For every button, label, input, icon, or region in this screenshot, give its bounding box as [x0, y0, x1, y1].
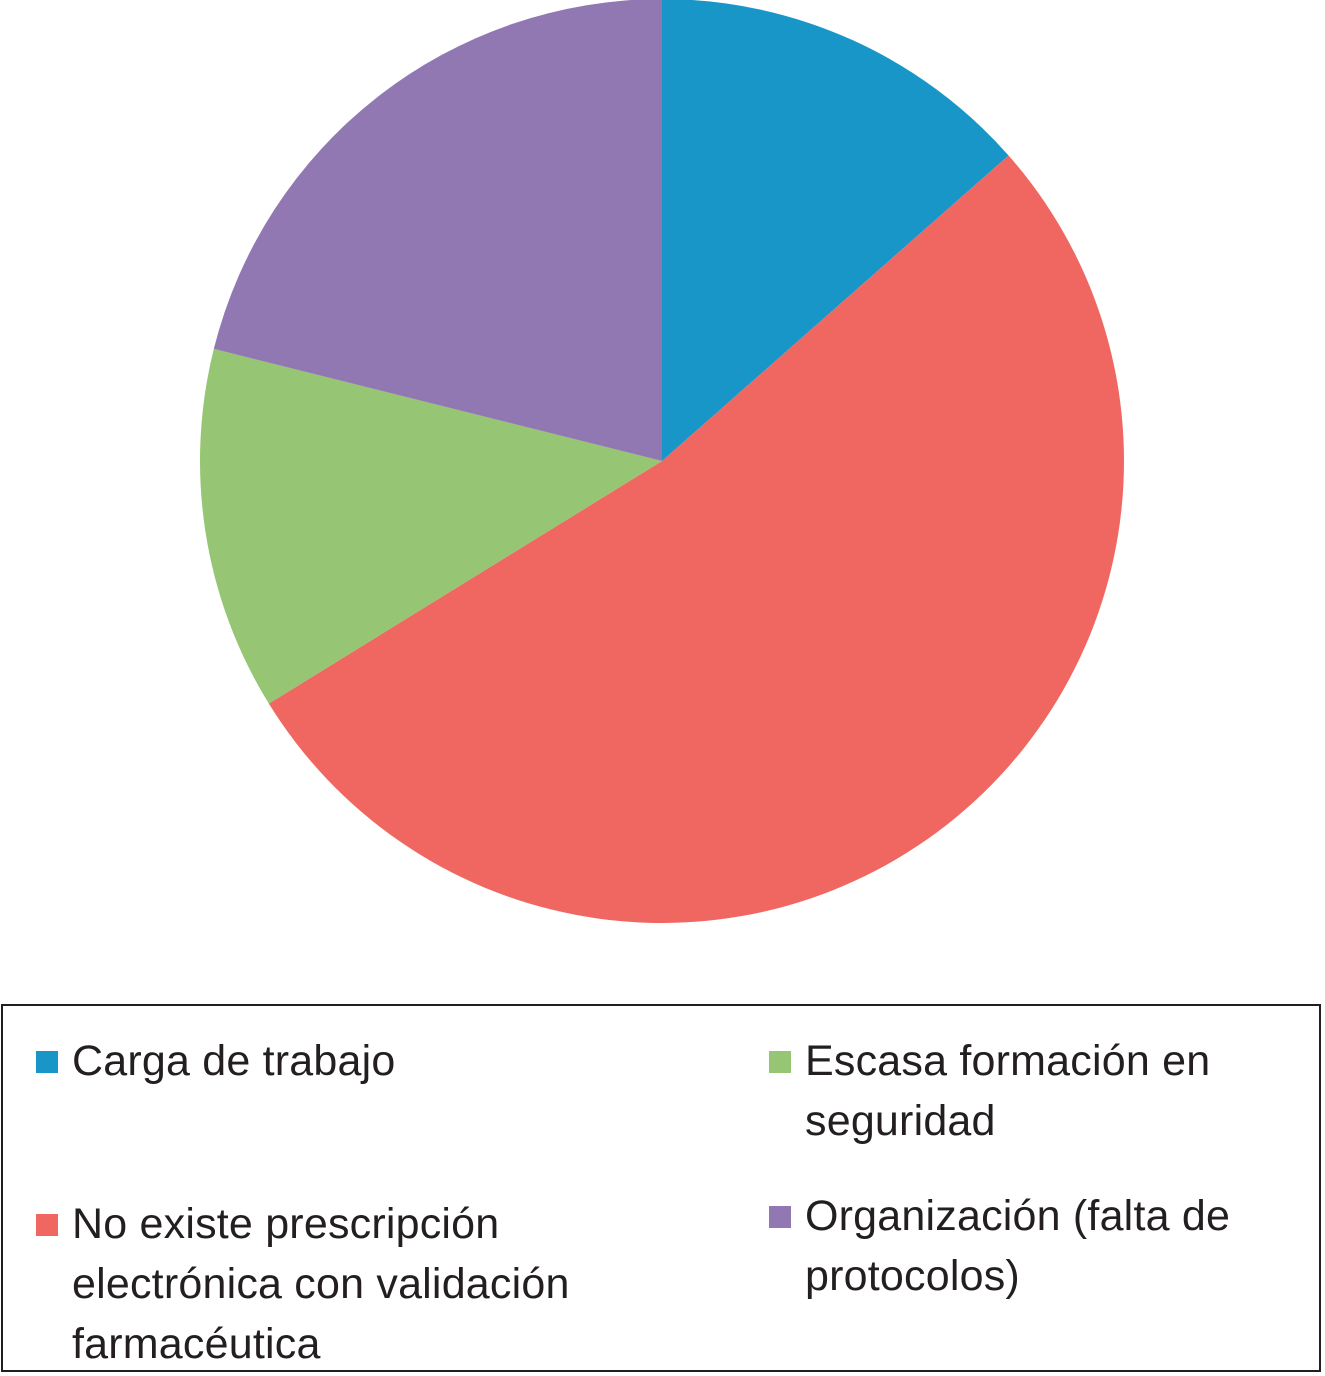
legend-item-carga-de-trabajo: Carga de trabajo: [36, 1031, 676, 1091]
pie-chart: [200, 0, 1124, 923]
legend-label-carga-de-trabajo: Carga de trabajo: [72, 1037, 396, 1085]
legend-label-escasa-formacion: Escasa formación en seguridad: [805, 1037, 1211, 1145]
legend-item-organizacion: Organización (falta de protocolos): [769, 1186, 1309, 1306]
legend-item-no-existe-prescripcion: No existe prescripción electrónica con v…: [36, 1194, 676, 1374]
legend-item-escasa-formacion: Escasa formación en seguridad: [769, 1031, 1309, 1151]
pie-slice-no-existe-prescripcion: [268, 155, 1124, 923]
legend: Carga de trabajo No existe prescripción …: [1, 1004, 1321, 1372]
pie-slice-organizacion: [213, 0, 662, 461]
legend-swatch-organizacion: [769, 1206, 791, 1228]
pie-slice-carga-de-trabajo: [662, 0, 1009, 461]
legend-swatch-no-existe-prescripcion: [36, 1214, 58, 1236]
legend-label-organizacion: Organización (falta de protocolos): [805, 1192, 1231, 1300]
pie-slice-escasa-formacion: [200, 348, 663, 704]
legend-label-no-existe-prescripcion: No existe prescripción electrónica con v…: [72, 1200, 570, 1368]
legend-swatch-carga-de-trabajo: [36, 1051, 58, 1073]
legend-swatch-escasa-formacion: [769, 1051, 791, 1073]
